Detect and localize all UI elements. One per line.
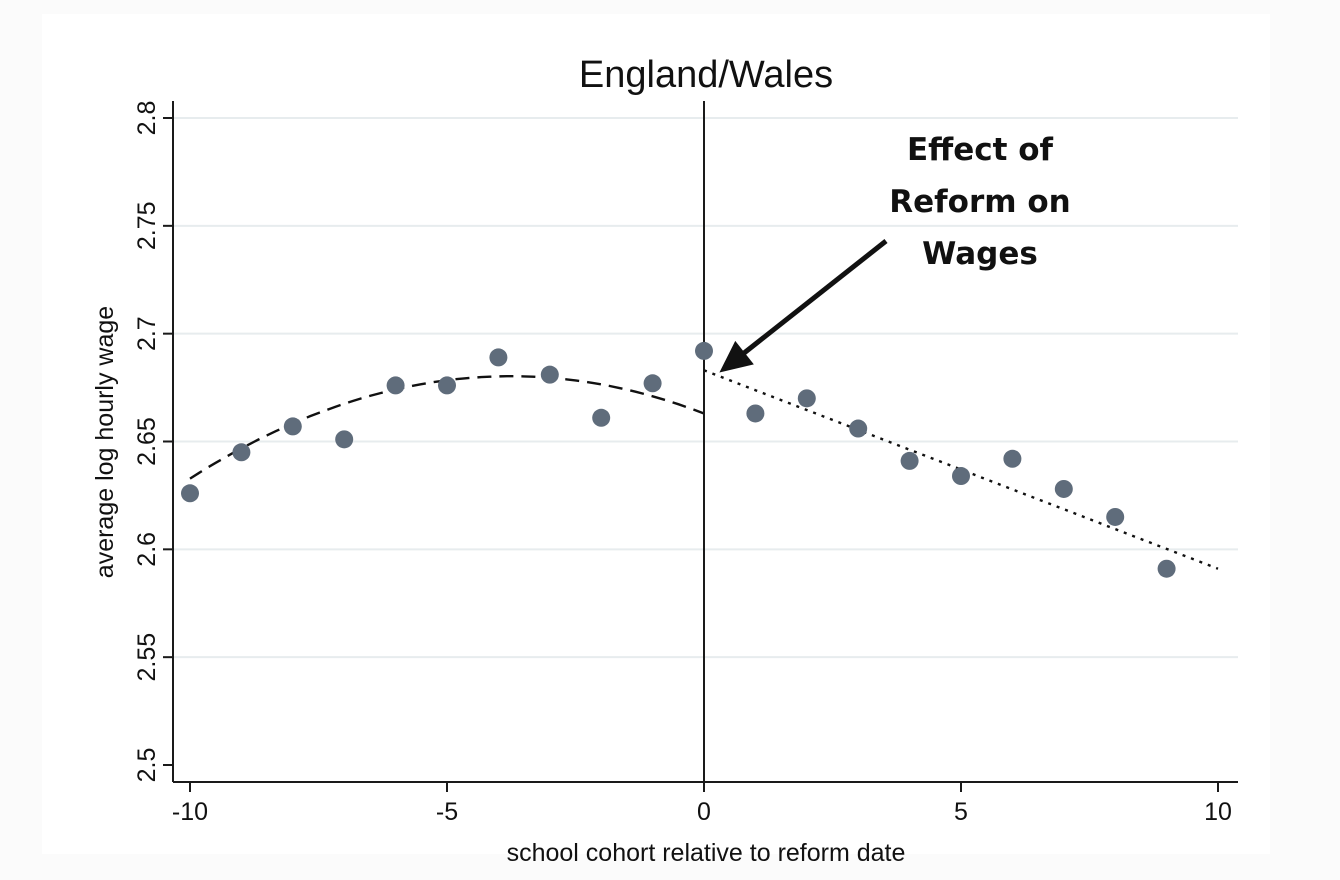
y-tick-label: 2.6: [133, 532, 161, 567]
data-point: [1003, 449, 1022, 468]
data-point: [849, 419, 868, 438]
annotation-line-3: Wages: [922, 236, 1038, 272]
y-tick-label: 2.8: [133, 101, 161, 136]
data-point: [1054, 479, 1073, 498]
annotation-line-1: Effect of: [907, 132, 1054, 168]
annotation: Effect of Reform on Wages: [719, 132, 1071, 373]
chart-title: England/Wales: [579, 54, 833, 96]
y-axis-label: average log hourly wage: [91, 306, 119, 578]
data-points: [181, 341, 1176, 578]
x-tick-label: 0: [697, 798, 711, 826]
data-point: [797, 389, 816, 408]
y-tick-label: 2.5: [133, 748, 161, 783]
data-point: [592, 408, 611, 427]
data-point: [643, 374, 662, 393]
annotation-arrow: [739, 239, 888, 358]
data-point: [1157, 559, 1176, 578]
annotation-arrow-head: [719, 340, 754, 373]
data-point: [181, 484, 199, 503]
x-tick-label: -5: [436, 798, 458, 826]
chart-panel: [42, 14, 1270, 854]
y-tick-label: 2.75: [133, 201, 161, 250]
data-point: [438, 376, 456, 395]
y-tick-label: 2.65: [133, 417, 161, 466]
annotation-line-2: Reform on: [889, 184, 1070, 220]
x-ticks: -10 -5 0 5 10: [172, 782, 1232, 826]
data-point: [952, 467, 970, 486]
y-ticks: 2.5 2.55 2.6 2.65 2.7 2.75 2.8: [133, 101, 173, 783]
data-point: [335, 430, 354, 449]
grid-lines: [173, 117, 1238, 659]
data-point: [489, 348, 508, 367]
y-tick-label: 2.7: [133, 316, 161, 351]
data-point: [232, 443, 251, 462]
y-tick-label: 2.55: [133, 633, 161, 682]
dotted-fit-line: [703, 369, 1219, 570]
x-axis-label: school cohort relative to reform date: [507, 839, 906, 867]
data-point: [1106, 507, 1125, 526]
x-tick-label: 10: [1204, 798, 1232, 826]
data-point: [695, 341, 713, 360]
x-tick-label: 5: [954, 798, 968, 826]
x-tick-label: -10: [172, 798, 208, 826]
data-point: [900, 451, 919, 470]
data-point: [746, 404, 765, 423]
data-point: [386, 376, 405, 395]
data-point: [283, 417, 302, 436]
data-point: [540, 365, 559, 384]
